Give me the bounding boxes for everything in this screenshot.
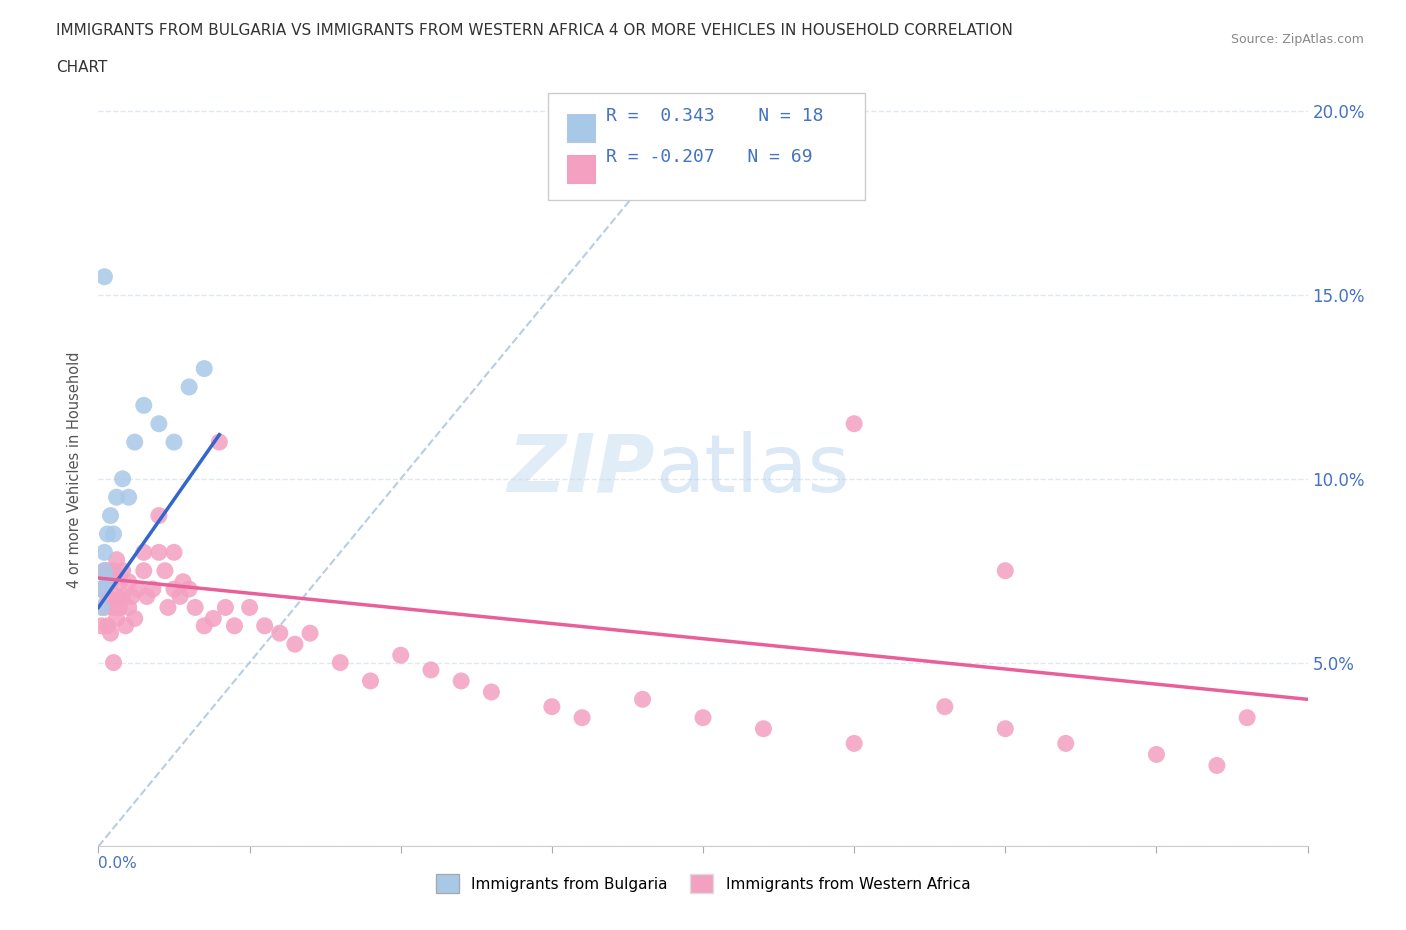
Point — [132, 398, 155, 413]
Point — [153, 564, 176, 578]
Point — [127, 581, 149, 596]
Point — [118, 575, 141, 590]
Point — [103, 655, 125, 670]
Point — [90, 581, 112, 596]
Text: ZIP: ZIP — [508, 431, 655, 509]
Point — [208, 434, 231, 449]
Point — [172, 575, 194, 590]
Point — [299, 626, 322, 641]
Point — [360, 673, 382, 688]
Point — [90, 581, 112, 596]
Text: R = -0.207   N = 69: R = -0.207 N = 69 — [606, 148, 813, 166]
Point — [93, 564, 115, 578]
Point — [994, 564, 1017, 578]
Point — [118, 600, 141, 615]
Point — [114, 618, 136, 633]
Point — [540, 699, 562, 714]
Point — [224, 618, 246, 633]
Point — [121, 589, 143, 604]
Point — [93, 600, 115, 615]
Point — [93, 545, 115, 560]
Point — [179, 379, 201, 394]
Point — [994, 722, 1017, 737]
Point — [420, 662, 443, 677]
Point — [193, 618, 215, 633]
Point — [100, 508, 122, 523]
Point — [1144, 747, 1167, 762]
Point — [239, 600, 262, 615]
Point — [179, 581, 201, 596]
Point — [96, 575, 118, 590]
Point — [752, 722, 775, 737]
Point — [105, 589, 128, 604]
Point — [142, 581, 165, 596]
Point — [934, 699, 956, 714]
Point — [132, 545, 155, 560]
Text: 0.0%: 0.0% — [98, 857, 138, 871]
Point — [105, 490, 128, 505]
Point — [844, 736, 866, 751]
Text: atlas: atlas — [655, 431, 849, 509]
Point — [284, 637, 307, 652]
Point — [93, 270, 115, 285]
Point — [111, 472, 134, 486]
Point — [103, 600, 125, 615]
Legend: Immigrants from Bulgaria, Immigrants from Western Africa: Immigrants from Bulgaria, Immigrants fro… — [430, 868, 976, 899]
Point — [100, 575, 122, 590]
Point — [132, 564, 155, 578]
Point — [163, 581, 186, 596]
Y-axis label: 4 or more Vehicles in Household: 4 or more Vehicles in Household — [67, 352, 83, 588]
Point — [692, 711, 714, 725]
Point — [135, 589, 157, 604]
Text: Source: ZipAtlas.com: Source: ZipAtlas.com — [1230, 33, 1364, 46]
Point — [108, 575, 131, 590]
Point — [193, 361, 215, 376]
Point — [253, 618, 276, 633]
Point — [111, 564, 134, 578]
Point — [269, 626, 291, 641]
Point — [163, 434, 186, 449]
Point — [1054, 736, 1077, 751]
Point — [163, 545, 186, 560]
Point — [329, 655, 352, 670]
Point — [96, 564, 118, 578]
Point — [124, 434, 146, 449]
Point — [96, 589, 118, 604]
Point — [93, 564, 115, 578]
Point — [103, 564, 125, 578]
Point — [100, 626, 122, 641]
Point — [96, 526, 118, 541]
Point — [214, 600, 236, 615]
Point — [571, 711, 593, 725]
Point — [90, 600, 112, 615]
Point — [1206, 758, 1229, 773]
Point — [90, 618, 112, 633]
Point — [156, 600, 179, 615]
Text: R =  0.343    N = 18: R = 0.343 N = 18 — [606, 107, 824, 125]
Point — [631, 692, 654, 707]
Point — [1236, 711, 1258, 725]
Text: IMMIGRANTS FROM BULGARIA VS IMMIGRANTS FROM WESTERN AFRICA 4 OR MORE VEHICLES IN: IMMIGRANTS FROM BULGARIA VS IMMIGRANTS F… — [56, 23, 1014, 38]
Point — [148, 417, 170, 432]
Point — [450, 673, 472, 688]
Point — [148, 508, 170, 523]
Point — [202, 611, 225, 626]
Point — [111, 589, 134, 604]
Point — [844, 417, 866, 432]
Point — [105, 611, 128, 626]
Point — [124, 611, 146, 626]
Point — [96, 618, 118, 633]
Point — [148, 545, 170, 560]
Point — [481, 684, 503, 699]
Point — [108, 600, 131, 615]
Point — [105, 552, 128, 567]
Text: CHART: CHART — [56, 60, 108, 75]
Point — [103, 526, 125, 541]
Point — [169, 589, 191, 604]
Point — [118, 490, 141, 505]
Point — [184, 600, 207, 615]
Point — [389, 648, 412, 663]
